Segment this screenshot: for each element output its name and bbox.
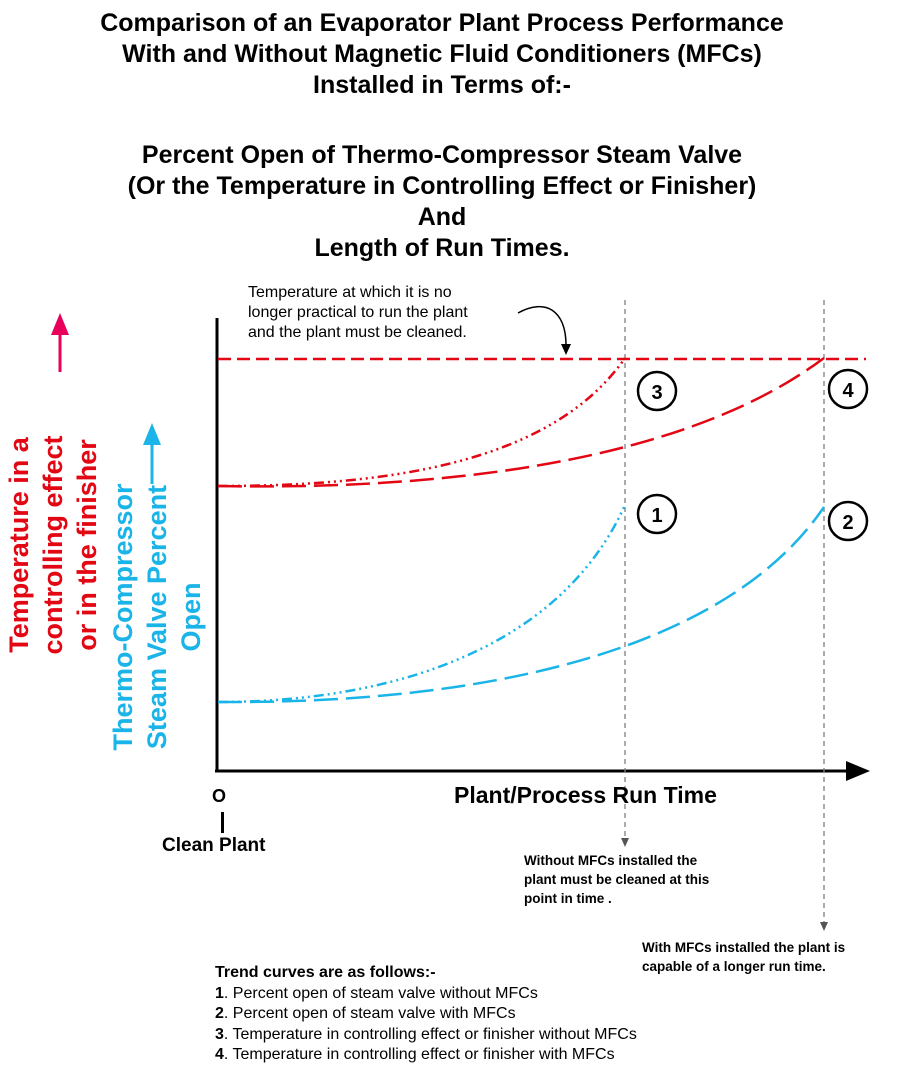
guide-arrow-without-mfcs xyxy=(621,838,629,847)
temperature-up-arrow xyxy=(51,313,69,372)
clean-plant-label: Clean Plant xyxy=(162,835,266,856)
curve-marker-label: 2 xyxy=(842,512,853,534)
curve-marker-2: 2 xyxy=(827,500,869,542)
note-line: longer practical to run the plant xyxy=(248,304,468,321)
curve-marker-4: 4 xyxy=(827,368,869,410)
x-axis-label: Plant/Process Run Time xyxy=(454,782,717,808)
note-line: plant must be cleaned at this xyxy=(524,872,710,887)
subtitle-line: Length of Run Times. xyxy=(314,234,570,262)
without-mfcs-note: Without MFCs installed the plant must be… xyxy=(524,851,764,908)
axis-label-line: Thermo-Compressor xyxy=(108,483,138,751)
annotation-pointer xyxy=(517,305,567,346)
note-line: With MFCs installed the plant is xyxy=(642,940,846,955)
origin-tick xyxy=(221,812,224,833)
legend-number: 3 xyxy=(215,1025,224,1043)
valve-up-arrow xyxy=(143,423,161,484)
note-line: and the plant must be cleaned. xyxy=(248,324,467,341)
curve-marker-3: 3 xyxy=(636,370,678,412)
curve-marker-label: 1 xyxy=(651,505,662,527)
origin-label: O xyxy=(212,786,227,806)
axis-label-line: Steam Valve Percent xyxy=(142,484,172,750)
legend-number: 4 xyxy=(215,1046,224,1063)
subtitle-line: And xyxy=(417,203,467,231)
legend-number: 2 xyxy=(215,1005,224,1022)
legend-title: Trend curves are as follows:- xyxy=(215,964,436,981)
subtitle: Percent Open of Thermo-Compressor Steam … xyxy=(0,140,884,264)
curve-1-valve-without-mfcs xyxy=(217,504,627,704)
annotation-pointer-head xyxy=(561,344,571,355)
curve-marker-1: 1 xyxy=(636,493,678,535)
curve-2-valve-with-mfcs xyxy=(217,506,826,704)
curve-4-temperature-with-mfcs xyxy=(217,356,825,488)
x-axis xyxy=(215,761,870,781)
curve-3-temperature-without-mfcs xyxy=(217,357,627,488)
temperature-axis-label: Temperature in a controlling effect or i… xyxy=(2,375,104,715)
note-line: capable of a longer run time. xyxy=(642,959,826,974)
axis-label-line: Open xyxy=(176,582,206,652)
curve-marker-label: 3 xyxy=(651,382,662,404)
main-title-line: With and Without Magnetic Fluid Conditio… xyxy=(122,40,762,68)
main-title-line: Installed in Terms of:- xyxy=(313,71,571,99)
axis-label-line: Temperature in a xyxy=(4,437,34,653)
legend-text: . Temperature in controlling effect or f… xyxy=(223,1046,615,1063)
legend-text: . Percent open of steam valve without MF… xyxy=(223,984,538,1002)
guide-arrow-with-mfcs xyxy=(820,922,828,931)
with-mfcs-note: With MFCs installed the plant is capable… xyxy=(642,938,900,976)
legend-item: 3. Temperature in controlling effect or … xyxy=(215,1025,637,1046)
legend-item: 4. Temperature in controlling effect or … xyxy=(215,1045,637,1066)
legend-text: . Percent open of steam valve with MFCs xyxy=(223,1005,516,1022)
note-line: Temperature at which it is no xyxy=(248,284,452,301)
legend-item: 2. Percent open of steam valve with MFCs xyxy=(215,1004,637,1025)
legend-item: 1. Percent open of steam valve without M… xyxy=(215,984,637,1005)
main-title: Comparison of an Evaporator Plant Proces… xyxy=(0,8,884,101)
note-line: Without MFCs installed the xyxy=(524,853,698,868)
subtitle-line: (Or the Temperature in Controlling Effec… xyxy=(127,172,757,200)
subtitle-line: Percent Open of Thermo-Compressor Steam … xyxy=(141,141,743,169)
legend-text: . Temperature in controlling effect or f… xyxy=(223,1025,637,1043)
legend-number: 1 xyxy=(215,984,224,1002)
axis-label-line: controlling effect xyxy=(38,435,68,655)
legend: Trend curves are as follows:- 1. Percent… xyxy=(215,963,637,1066)
main-title-line: Comparison of an Evaporator Plant Proces… xyxy=(100,9,784,37)
curve-marker-label: 4 xyxy=(842,380,854,402)
valve-axis-label: Thermo-Compressor Steam Valve Percent Op… xyxy=(106,452,208,782)
cleaning-temperature-note: Temperature at which it is no longer pra… xyxy=(248,283,538,343)
axis-label-line: or in the finisher xyxy=(72,439,102,651)
note-line: point in time . xyxy=(524,891,612,906)
